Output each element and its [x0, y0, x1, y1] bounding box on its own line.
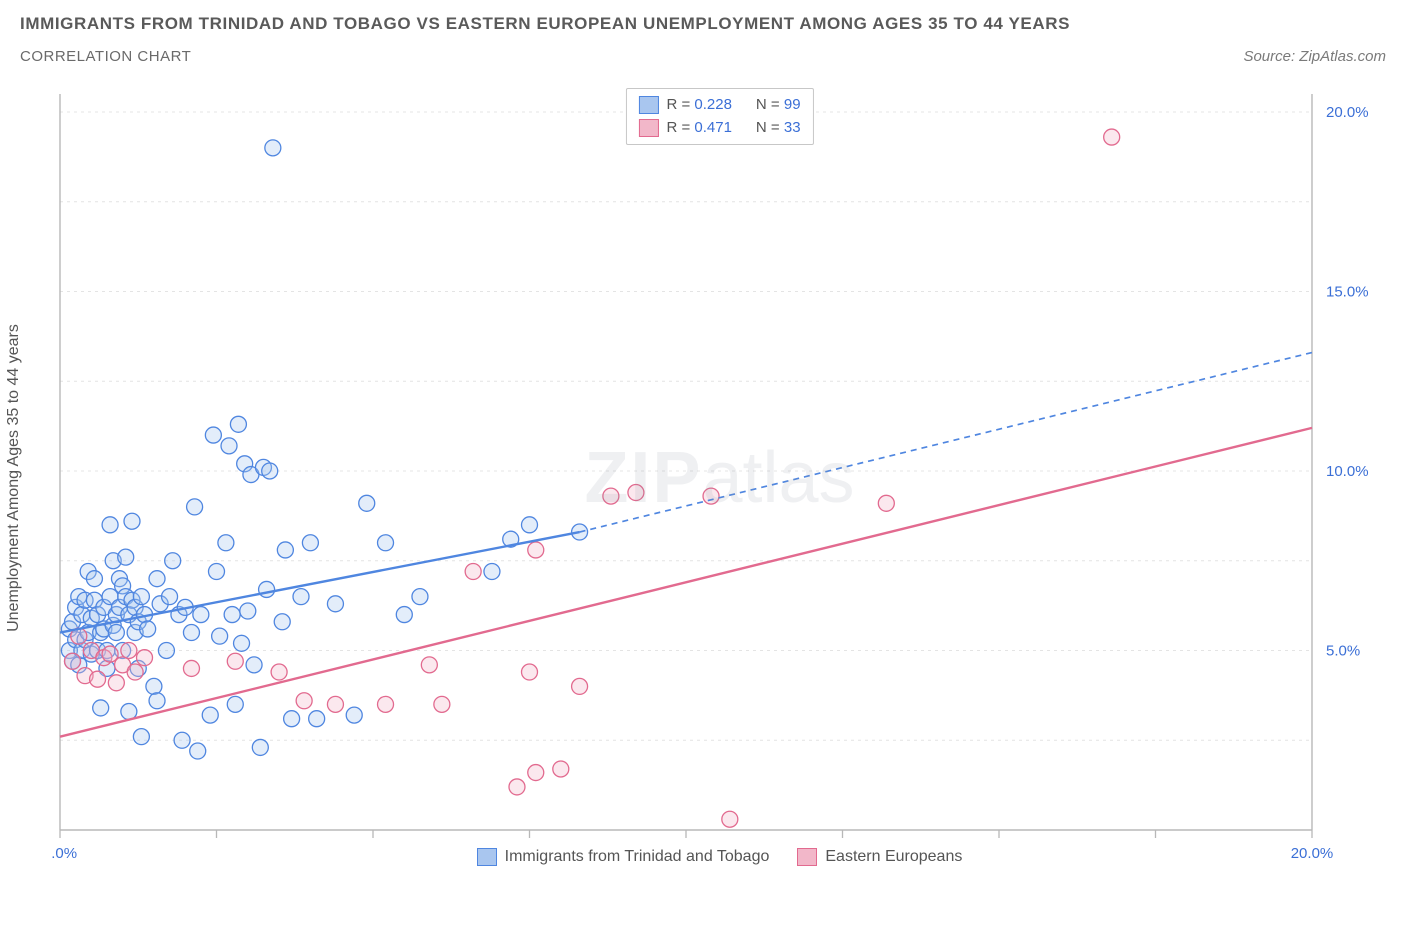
data-point-trinidad — [158, 642, 174, 658]
legend-swatch-eastern — [638, 119, 658, 137]
data-point-trinidad — [378, 535, 394, 551]
data-point-trinidad — [265, 140, 281, 156]
legend-row-eastern: R = 0.471 N = 33 — [638, 117, 800, 140]
data-point-trinidad — [262, 463, 278, 479]
data-point-eastern — [434, 696, 450, 712]
data-point-trinidad — [140, 621, 156, 637]
data-point-trinidad — [149, 571, 165, 587]
data-point-trinidad — [359, 495, 375, 511]
source-label: Source: ZipAtlas.com — [1243, 48, 1386, 65]
data-point-trinidad — [133, 589, 149, 605]
data-point-eastern — [722, 811, 738, 827]
data-point-trinidad — [93, 700, 109, 716]
trend-line-trinidad-dashed — [580, 352, 1312, 532]
data-point-trinidad — [165, 553, 181, 569]
data-point-trinidad — [227, 696, 243, 712]
data-point-trinidad — [246, 657, 262, 673]
data-point-trinidad — [346, 707, 362, 723]
data-point-trinidad — [108, 625, 124, 641]
data-point-trinidad — [522, 517, 538, 533]
data-point-eastern — [137, 650, 153, 666]
x-legend-trinidad: Immigrants from Trinidad and Tobago — [477, 848, 770, 866]
x-axis-legend: Immigrants from Trinidad and Tobago East… — [52, 848, 1387, 866]
legend-swatch-trinidad — [638, 96, 658, 114]
data-point-eastern — [296, 693, 312, 709]
data-point-trinidad — [284, 711, 300, 727]
data-point-trinidad — [218, 535, 234, 551]
data-point-trinidad — [118, 549, 134, 565]
data-point-trinidad — [277, 542, 293, 558]
legend-row-trinidad: R = 0.228 N = 99 — [638, 94, 800, 117]
data-point-trinidad — [162, 589, 178, 605]
data-point-eastern — [603, 488, 619, 504]
correlation-legend: R = 0.228 N = 99 R = 0.471 N = 33 — [625, 88, 813, 145]
x-legend-eastern: Eastern Europeans — [797, 848, 962, 866]
data-point-trinidad — [146, 678, 162, 694]
data-point-eastern — [1104, 129, 1120, 145]
data-point-trinidad — [293, 589, 309, 605]
svg-text:20.0%: 20.0% — [1326, 104, 1369, 121]
chart-subtitle: CORRELATION CHART — [20, 48, 191, 65]
data-point-eastern — [183, 660, 199, 676]
data-point-eastern — [509, 779, 525, 795]
data-point-trinidad — [274, 614, 290, 630]
y-axis-label: Unemployment Among Ages 35 to 44 years — [5, 324, 23, 632]
chart-title: IMMIGRANTS FROM TRINIDAD AND TOBAGO VS E… — [20, 14, 1386, 34]
data-point-eastern — [522, 664, 538, 680]
data-point-eastern — [528, 542, 544, 558]
data-point-trinidad — [86, 571, 102, 587]
data-point-trinidad — [309, 711, 325, 727]
data-point-eastern — [121, 642, 137, 658]
data-point-trinidad — [174, 732, 190, 748]
data-point-trinidad — [205, 427, 221, 443]
legend-swatch-eastern-icon — [797, 848, 817, 866]
svg-text:10.0%: 10.0% — [1326, 463, 1369, 480]
data-point-trinidad — [240, 603, 256, 619]
data-point-eastern — [327, 696, 343, 712]
data-point-trinidad — [396, 607, 412, 623]
data-point-eastern — [628, 485, 644, 501]
data-point-trinidad — [259, 581, 275, 597]
data-point-eastern — [108, 675, 124, 691]
data-point-trinidad — [252, 739, 268, 755]
data-point-eastern — [90, 671, 106, 687]
legend-swatch-trinidad-icon — [477, 848, 497, 866]
data-point-eastern — [421, 657, 437, 673]
data-point-trinidad — [209, 564, 225, 580]
data-point-trinidad — [193, 607, 209, 623]
trend-line-trinidad — [60, 532, 580, 633]
svg-text:5.0%: 5.0% — [1326, 642, 1360, 659]
data-point-eastern — [553, 761, 569, 777]
data-point-trinidad — [484, 564, 500, 580]
data-point-trinidad — [234, 635, 250, 651]
data-point-trinidad — [190, 743, 206, 759]
data-point-eastern — [227, 653, 243, 669]
data-point-trinidad — [224, 607, 240, 623]
data-point-eastern — [271, 664, 287, 680]
data-point-trinidad — [412, 589, 428, 605]
data-point-trinidad — [149, 693, 165, 709]
data-point-trinidad — [187, 499, 203, 515]
data-point-eastern — [878, 495, 894, 511]
data-point-trinidad — [183, 625, 199, 641]
data-point-trinidad — [230, 416, 246, 432]
data-point-eastern — [127, 664, 143, 680]
data-point-eastern — [528, 765, 544, 781]
scatter-plot: 0.0%20.0%5.0%10.0%15.0%20.0% — [52, 88, 1387, 868]
svg-text:15.0%: 15.0% — [1326, 283, 1369, 300]
data-point-trinidad — [202, 707, 218, 723]
data-point-eastern — [65, 653, 81, 669]
data-point-trinidad — [102, 517, 118, 533]
data-point-trinidad — [221, 438, 237, 454]
data-point-trinidad — [327, 596, 343, 612]
data-point-trinidad — [133, 729, 149, 745]
data-point-trinidad — [302, 535, 318, 551]
data-point-eastern — [572, 678, 588, 694]
data-point-eastern — [703, 488, 719, 504]
data-point-trinidad — [124, 513, 140, 529]
data-point-eastern — [465, 564, 481, 580]
data-point-eastern — [378, 696, 394, 712]
data-point-trinidad — [212, 628, 228, 644]
